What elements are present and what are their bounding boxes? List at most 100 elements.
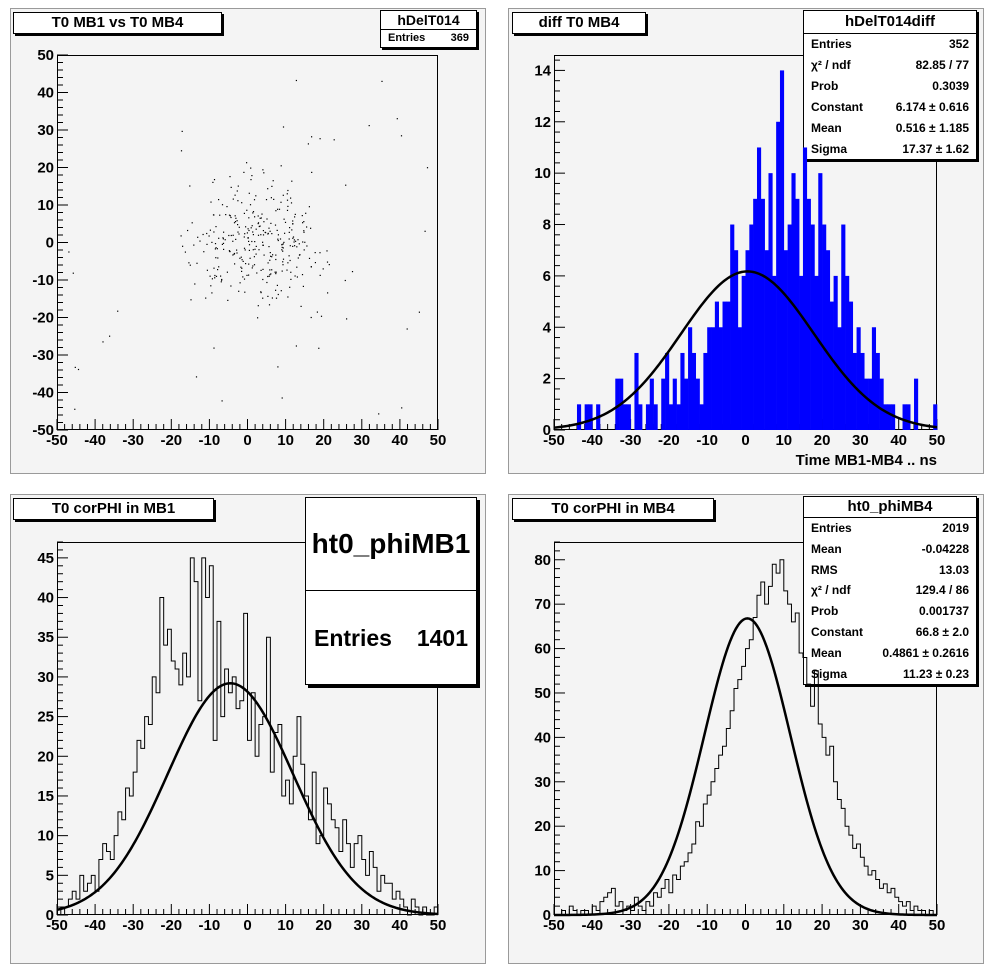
x-tick-label: 30 [852,917,869,934]
x-tick-label: 40 [392,432,409,449]
scatter-point [262,169,264,171]
scatter-point [248,263,250,265]
stats-value: 82.85 / 77 [915,58,969,72]
scatter-point [270,197,272,199]
scatter-point [246,162,248,164]
scatter-point [249,204,252,206]
y-tick-label: 40 [534,729,551,746]
x-tick-label: -30 [122,432,144,449]
histogram-bar [756,147,762,430]
scatter-point [311,171,313,173]
scatter-point [257,222,260,224]
scatter-point [232,240,234,242]
scatter-point [276,284,278,286]
scatter-point [237,231,239,233]
scatter-point [368,125,370,127]
scatter-point [219,214,221,216]
scatter-point [292,245,294,247]
histogram-bar [695,378,700,430]
scatter-point [228,214,231,216]
scatter-point [205,297,207,299]
scatter-point [286,199,289,201]
histogram-bar [691,352,697,430]
scatter-point [270,273,272,275]
scatter-point [269,259,271,261]
x-axis-label: Time MB1-MB4 .. ns [796,452,937,469]
scatter-point [262,268,264,270]
scatter-point [260,217,262,219]
y-tick-label: 30 [534,774,551,791]
x-tick-label: -50 [543,917,565,934]
scatter-point [314,262,316,264]
stats-value: 0.516 ± 1.185 [895,121,969,135]
scatter-point [282,243,284,245]
x-tick-label: 10 [277,917,294,934]
scatter-point [180,150,183,152]
scatter-point [206,232,208,235]
x-tick-label: -50 [46,432,68,449]
scatter-point [287,205,289,207]
scatter-point [269,274,271,276]
histogram-bar [749,224,754,430]
histogram-bar [868,378,873,430]
stats-row: Sigma 17.37 ± 1.62 [804,139,976,160]
scatter-point [236,190,238,192]
scatter-point [272,180,274,182]
y-tick-label: 4 [543,319,552,336]
gaussian-fit-curve [553,270,938,429]
scatter-point [351,271,354,273]
scatter-point [243,212,245,214]
stats-row: Entries 2019 [804,518,976,539]
histogram-bar [622,404,628,430]
scatter-point [298,254,301,256]
scatter-point [267,262,269,264]
scatter-point [275,258,277,261]
histogram-bar [615,378,620,430]
scatter-point [269,252,271,254]
scatter-point [195,376,198,378]
scatter-point [206,269,208,271]
title-diff: diff T0 MB4 [512,12,646,34]
y-tick-label: 30 [37,669,54,686]
scatter-point [291,229,293,231]
scatter-point [236,220,238,222]
scatter-point [210,285,212,287]
scatter-point [255,228,257,230]
scatter-point [209,229,211,231]
scatter-point [213,179,216,181]
scatter-point [277,238,279,240]
stats-name: hDelT014 [381,11,476,30]
scatter-point [249,257,251,259]
scatter-point [180,235,182,237]
scatter-point [289,259,291,262]
scatter-point [319,138,321,140]
scatter-point [288,231,290,233]
scatter-point [266,218,268,220]
scatter-point [238,290,240,292]
scatter-point [213,267,215,269]
histogram-bar [649,378,654,430]
stats-row: χ² / ndf 82.85 / 77 [804,55,976,76]
histogram-bar [707,327,712,430]
scatter-point [280,201,282,203]
scatter-point [247,237,249,239]
scatter-point [282,126,285,128]
x-tick-label: 40 [392,917,409,934]
y-tick-label: -20 [32,310,54,327]
histogram-step-line [57,557,439,916]
scatter-point [396,118,398,120]
scatter-point [251,240,253,243]
scatter-point [314,252,316,254]
scatter-point [278,208,281,210]
scatter-point [248,217,250,219]
x-tick-label: 0 [243,917,251,934]
y-tick-label: 20 [37,160,54,177]
stats-label: Sigma [811,142,848,156]
scatter-point [257,223,259,225]
histogram-bar [802,147,808,430]
histogram-bar [933,404,938,430]
scatter-point [279,238,282,240]
histogram-bar [914,378,919,430]
scatter-point [282,258,285,260]
